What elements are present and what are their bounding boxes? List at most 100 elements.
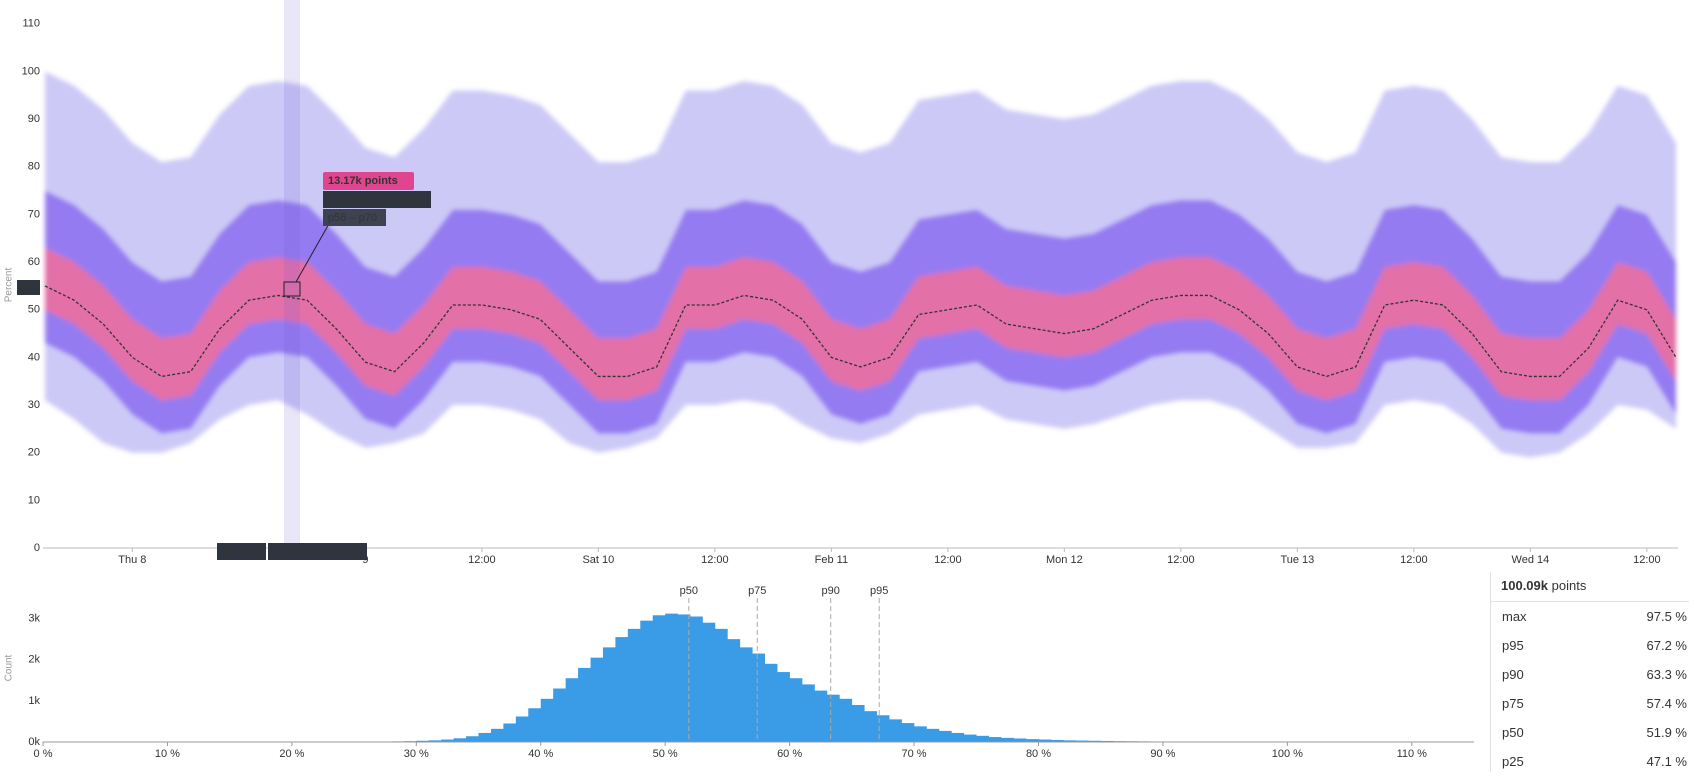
x-tick-label: 12:00 bbox=[1167, 554, 1195, 566]
histogram-bar bbox=[491, 729, 504, 742]
x-tick-label: 10 % bbox=[155, 748, 180, 760]
percentile-label: p75 bbox=[748, 585, 766, 597]
tooltip-range: 53.09 % – 55.97 % bbox=[328, 194, 421, 206]
crosshair-time: 15:35 Thu Feb 08 bbox=[274, 546, 361, 558]
y-tick-label: 0k bbox=[28, 736, 40, 748]
stat-name: p95 bbox=[1502, 631, 1524, 660]
histogram-bar bbox=[553, 689, 566, 742]
histogram-bar bbox=[839, 699, 852, 742]
histogram-bar bbox=[665, 614, 678, 742]
histogram-bar bbox=[703, 623, 716, 742]
stat-value: 97.5 % bbox=[1647, 602, 1687, 631]
histogram-bar bbox=[715, 629, 728, 742]
x-tick-label: Tue 13 bbox=[1280, 554, 1314, 566]
x-tick-label: 12:00 bbox=[1400, 554, 1428, 566]
x-tick-label: Sat 10 bbox=[582, 554, 614, 566]
stat-row: p75 57.4 % bbox=[1491, 689, 1694, 718]
histogram-bar bbox=[628, 629, 641, 742]
histogram-bar bbox=[541, 699, 554, 742]
histogram-bar bbox=[852, 705, 865, 742]
y-tick-label: 10 bbox=[28, 494, 40, 506]
percentile-label: p90 bbox=[821, 585, 839, 597]
x-tick-label: Mon 12 bbox=[1046, 554, 1083, 566]
histogram-bar bbox=[566, 678, 579, 742]
y-tick-label: 2k bbox=[28, 654, 40, 666]
y-tick-label: 60 bbox=[28, 256, 40, 268]
x-tick-label: Thu 8 bbox=[118, 554, 146, 566]
y-tick-label: 30 bbox=[28, 399, 40, 411]
x-tick-label: 50 % bbox=[653, 748, 678, 760]
y-tick-label: 110 bbox=[22, 18, 40, 30]
histogram-bar bbox=[640, 621, 653, 742]
tooltip-title: 13.17k points bbox=[328, 175, 398, 187]
y-tick-label: 3k bbox=[28, 612, 40, 624]
stat-value: 67.2 % bbox=[1647, 631, 1687, 660]
histogram-bar bbox=[951, 733, 964, 742]
histogram-bar bbox=[777, 672, 790, 742]
histogram-bar bbox=[615, 637, 628, 742]
histogram-bar bbox=[591, 658, 604, 742]
y-tick-label: 40 bbox=[28, 351, 40, 363]
histogram-bar bbox=[827, 695, 840, 742]
x-tick-label: 12:00 bbox=[934, 554, 962, 566]
histogram-bar bbox=[727, 639, 740, 742]
crosshair-duration: 1h 40m bbox=[223, 546, 260, 558]
percentile-label: p95 bbox=[870, 585, 888, 597]
stat-name: p75 bbox=[1502, 689, 1524, 718]
histogram-bar bbox=[1014, 739, 1027, 742]
stat-row: p90 63.3 % bbox=[1491, 660, 1694, 689]
x-tick-label: 100 % bbox=[1272, 748, 1303, 760]
histogram-bar bbox=[1001, 738, 1014, 742]
y-tick-label: 50 bbox=[28, 304, 40, 316]
histogram-bar bbox=[877, 715, 890, 742]
histogram-bar bbox=[889, 719, 902, 742]
stat-name: p90 bbox=[1502, 660, 1524, 689]
x-tick-label: 20 % bbox=[279, 748, 304, 760]
y-tick-label: 0 bbox=[34, 542, 40, 554]
histogram-bar bbox=[578, 668, 591, 742]
x-tick-label: 30 % bbox=[404, 748, 429, 760]
y-tick-label: 1k bbox=[28, 695, 40, 707]
histogram-bar bbox=[926, 729, 939, 742]
x-tick-label: 110 % bbox=[1397, 748, 1428, 760]
histogram-bar bbox=[864, 711, 877, 742]
x-tick-label: Feb 11 bbox=[815, 554, 848, 566]
histogram-bar bbox=[752, 654, 765, 742]
histogram-bar bbox=[976, 736, 989, 742]
y-tick-label: 100 bbox=[22, 65, 40, 77]
x-tick-label: 0 % bbox=[34, 748, 53, 760]
y-tick-label: 70 bbox=[28, 208, 40, 220]
histogram-bar bbox=[466, 736, 479, 742]
x-tick-label: 12:00 bbox=[468, 554, 496, 566]
histogram-bar bbox=[765, 664, 778, 742]
percentile-label: p50 bbox=[680, 585, 698, 597]
y-axis-title: Count bbox=[4, 654, 15, 681]
histogram-bar bbox=[740, 647, 753, 742]
stat-name: max bbox=[1502, 602, 1527, 631]
x-tick-label: 90 % bbox=[1150, 748, 1175, 760]
histogram-bar bbox=[964, 735, 977, 742]
y-tick-label: 80 bbox=[28, 161, 40, 173]
histogram-bar bbox=[528, 708, 541, 742]
stat-row: max 97.5 % bbox=[1491, 602, 1694, 631]
histogram-bar bbox=[814, 691, 827, 742]
tooltip-percentiles: p56 – p70 bbox=[328, 212, 377, 224]
x-tick-label: 80 % bbox=[1026, 748, 1051, 760]
stat-value: 57.4 % bbox=[1647, 689, 1687, 718]
histogram-bar bbox=[914, 726, 927, 742]
histogram-bar bbox=[902, 723, 915, 742]
histogram-bar bbox=[690, 617, 703, 742]
histogram-bar bbox=[802, 684, 815, 742]
histogram-bar bbox=[653, 615, 666, 742]
histogram-bar bbox=[479, 733, 492, 742]
histogram-bar bbox=[503, 723, 516, 742]
x-tick-label: Wed 14 bbox=[1512, 554, 1550, 566]
y-tick-label: 90 bbox=[28, 113, 40, 125]
histogram-bar bbox=[989, 737, 1002, 742]
stat-value: 63.3 % bbox=[1647, 660, 1687, 689]
x-tick-label: 40 % bbox=[528, 748, 553, 760]
total: 100.09k bbox=[1501, 578, 1548, 593]
